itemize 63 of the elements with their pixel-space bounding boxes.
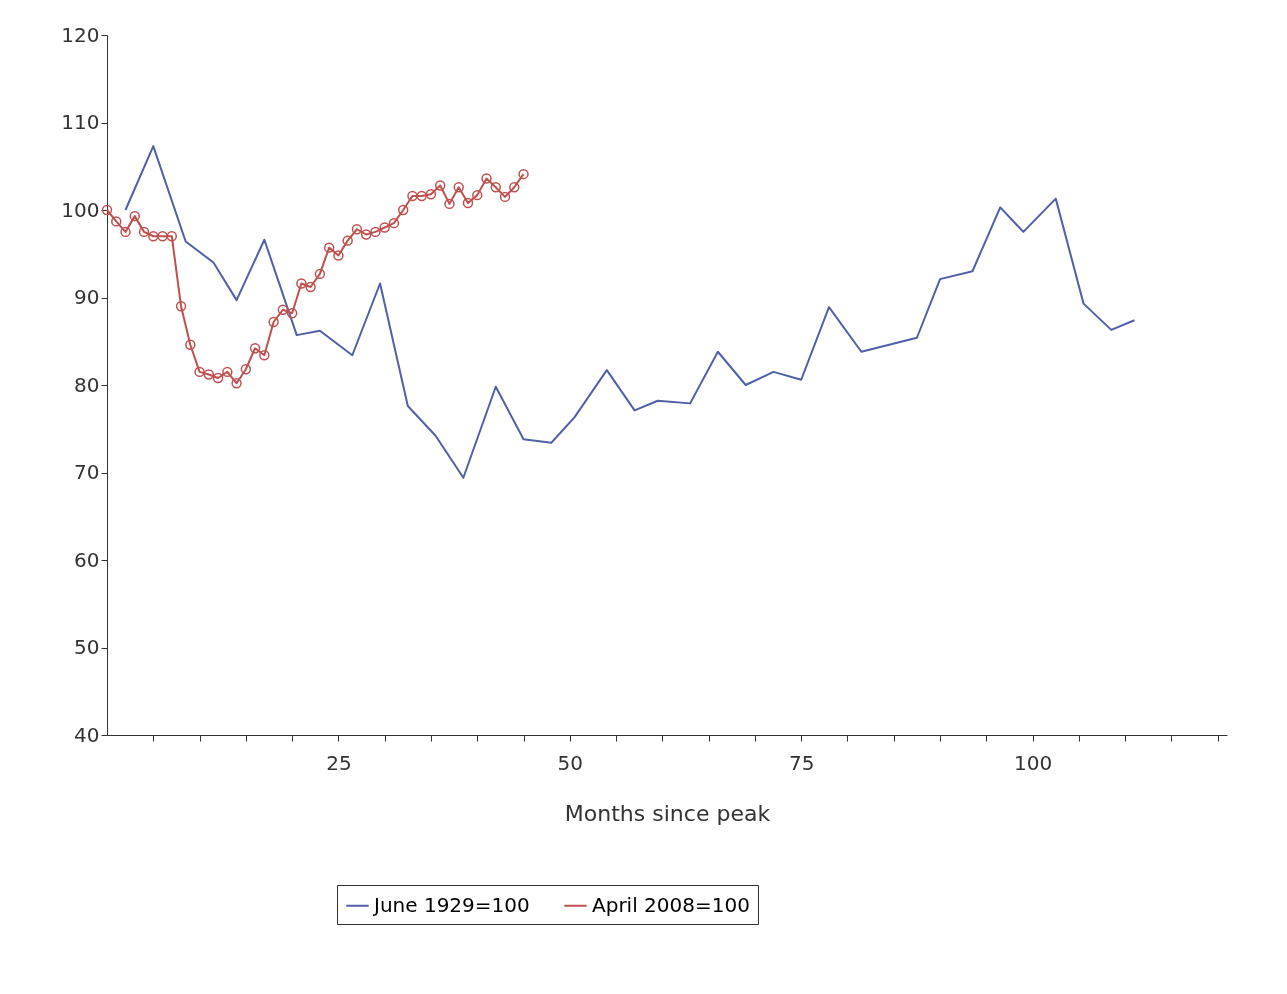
point [212, 372, 224, 384]
point [499, 191, 511, 203]
x-tick-label: 75 [788, 750, 815, 775]
point [397, 204, 409, 216]
y-tick-label: 50 [74, 635, 100, 659]
y-tick-label: 80 [74, 372, 100, 397]
point [444, 198, 455, 210]
point [277, 304, 289, 315]
point [305, 281, 316, 293]
y-tick-label: 120 [61, 22, 100, 47]
point [194, 366, 205, 378]
point [481, 173, 492, 184]
x-tick-label: 100 [1014, 750, 1053, 775]
x-tick-label: 50 [557, 750, 584, 775]
point [425, 189, 437, 200]
point [268, 316, 279, 328]
point [231, 378, 242, 389]
point [148, 231, 159, 242]
point [490, 182, 501, 193]
point [166, 231, 178, 242]
point [203, 369, 215, 380]
line-series [124, 145, 1136, 479]
y-tick-label: 110 [61, 110, 100, 134]
x-axis-title: Months since peak [564, 800, 771, 826]
point [416, 190, 427, 202]
point [379, 222, 390, 233]
point [314, 268, 326, 280]
point [286, 308, 298, 319]
y-tick-label: 70 [74, 460, 100, 484]
point [259, 350, 270, 361]
legend-label: April 2008=100 [592, 892, 750, 917]
legend-label: June 1929=100 [372, 892, 530, 917]
point [111, 216, 122, 227]
point [120, 226, 131, 238]
point [333, 250, 344, 261]
point [129, 210, 140, 222]
point [388, 217, 400, 229]
point [472, 189, 483, 201]
point [407, 190, 418, 202]
point [370, 226, 381, 238]
point [296, 278, 307, 289]
point [249, 343, 261, 354]
point [138, 226, 150, 238]
point [185, 339, 196, 350]
point [101, 204, 113, 216]
point [323, 242, 335, 253]
point [175, 301, 187, 312]
y-tick-label: 40 [74, 722, 100, 747]
point [360, 229, 372, 240]
point [453, 182, 464, 193]
point [351, 224, 363, 235]
point [157, 231, 168, 242]
y-tick-label: 90 [74, 285, 100, 309]
point [509, 182, 520, 193]
point [435, 180, 446, 191]
point [518, 168, 529, 180]
x-tick-label: 25 [326, 750, 352, 775]
point [342, 235, 353, 246]
y-tick-label: 100 [61, 197, 100, 222]
y-tick-label: 60 [74, 547, 100, 572]
point [222, 366, 233, 378]
point [462, 197, 474, 209]
point [240, 364, 252, 375]
